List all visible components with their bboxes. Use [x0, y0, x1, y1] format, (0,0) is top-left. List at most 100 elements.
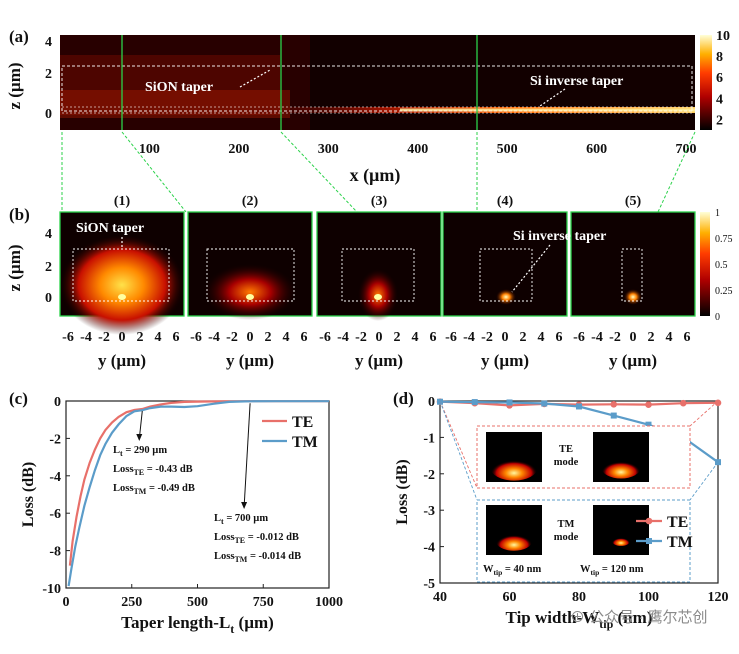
- a-xtick-3: 400: [407, 142, 428, 157]
- svg-text:LossTE = -0.012 dB: LossTE = -0.012 dB: [214, 532, 299, 545]
- annotation-si-a: Si inverse taper: [530, 74, 623, 107]
- xlabel-b-3: y (µm): [355, 351, 403, 370]
- svg-text:Lt = 700 µm: Lt = 700 µm: [214, 513, 268, 526]
- d-point-TM-2: [506, 399, 513, 406]
- annotation-si-b: Si inverse taper: [511, 229, 606, 293]
- b-xtick-1-6: 6: [173, 330, 180, 345]
- svg-text:LossTM = -0.014 dB: LossTM = -0.014 dB: [214, 551, 301, 564]
- d-point-TE-5: [610, 400, 618, 408]
- xlabel-c: Taper length-Lt (µm): [121, 613, 274, 636]
- panel-label-b: (b): [9, 205, 30, 224]
- a-xtick-6: 700: [676, 142, 697, 157]
- b-xtick-2-3: 0: [247, 330, 254, 345]
- c-xtick-4: 1000: [315, 595, 343, 610]
- ylabel-d: Loss (dB): [394, 459, 411, 524]
- ylabel-a: z (µm): [5, 62, 24, 109]
- d-xtick-2: 80: [572, 590, 586, 605]
- c-xtick-0: 0: [63, 595, 70, 610]
- b-xtick-5-4: 2: [648, 330, 655, 345]
- b-xtick-2-4: 2: [265, 330, 272, 345]
- xlabel-d: Tip width-Wtip (nm): [506, 608, 653, 631]
- b-xtick-3-6: 6: [430, 330, 437, 345]
- b-xtick-5-0: -6: [573, 330, 585, 345]
- svg-text:LossTM = -0.49 dB: LossTM = -0.49 dB: [113, 483, 195, 496]
- d-inset-map-tm-120: [593, 505, 649, 555]
- b-xtick-1-0: -6: [62, 330, 74, 345]
- b-subplot-title-3: (3): [371, 194, 388, 209]
- colorbar-a: 2 4 6 8 10: [700, 29, 730, 130]
- b-cbtick-2: 0.5: [715, 260, 728, 271]
- d-inset-w2: Wtip = 120 nm: [580, 564, 644, 577]
- xlabel-b-2: y (µm): [226, 351, 274, 370]
- svg-text:2: 2: [45, 67, 52, 82]
- a-cbtick-4: 10: [716, 29, 730, 44]
- d-inset-w1: Wtip = 40 nm: [483, 564, 541, 577]
- c-xtick-1: 250: [121, 595, 142, 610]
- ylabel-b: z (µm): [5, 244, 24, 291]
- b-xticks-5: -6 -4 -2 0 2 4 6: [573, 330, 690, 345]
- svg-text:SiON taper: SiON taper: [76, 221, 144, 236]
- svg-text:Lt = 290 µm: Lt = 290 µm: [113, 445, 167, 458]
- c-ytick-3: -6: [49, 507, 61, 522]
- d-point-TM-4: [576, 403, 582, 410]
- c-ytick-5: -10: [42, 582, 61, 597]
- b-xtick-3-3: 0: [376, 330, 383, 345]
- svg-text:Si inverse taper: Si inverse taper: [513, 229, 606, 244]
- a-xtick-2: 300: [318, 142, 339, 157]
- d-inset-te-label-1: TE: [559, 444, 573, 455]
- b-xtick-5-6: 6: [684, 330, 691, 345]
- b-cbtick-1: 0.25: [715, 286, 733, 297]
- d-xtick-0: 40: [433, 590, 447, 605]
- a-xtick-1: 200: [228, 142, 249, 157]
- a-xtick-5: 600: [586, 142, 607, 157]
- b-subplot-title-2: (2): [242, 194, 259, 209]
- a-cbtick-3: 8: [716, 50, 723, 65]
- connector-lines: [61, 131, 696, 213]
- d-inset-map-te-120: [593, 432, 649, 482]
- xlabel-b-5: y (µm): [609, 351, 657, 370]
- axis-a: 0 2 4 100 200 300 400 500 600 700 z (µm) x (µm…: [5, 35, 697, 186]
- ylabel-c: Loss (dB): [20, 462, 37, 527]
- b-cbtick-3: 0.75: [715, 234, 733, 245]
- b-xtick-3-1: -4: [337, 330, 349, 345]
- b-subplot-title-1: (1): [114, 194, 131, 209]
- a-cbtick-1: 4: [716, 92, 723, 107]
- d-inset: TE mode TM mode Wtip = 40 nm Wtip = 120 nm: [439, 400, 719, 583]
- c-ytick-1: -2: [49, 432, 61, 447]
- b-xtick-1-3: 0: [119, 330, 126, 345]
- d-inset-tm-label-2: mode: [554, 532, 579, 543]
- b-xtick-2-5: 4: [283, 330, 290, 345]
- panel-label-c: (c): [9, 389, 28, 408]
- b-xtick-4-2: -2: [481, 330, 493, 345]
- d-ytick-5: -5: [423, 577, 435, 592]
- svg-text:4: 4: [45, 35, 52, 50]
- d-ytick-3: -3: [423, 504, 435, 519]
- c-xtick-2: 500: [187, 595, 208, 610]
- b-xticks-2: -6 -4 -2 0 2 4 6: [190, 330, 307, 345]
- b-xtick-5-1: -4: [591, 330, 603, 345]
- legend-c-TE: TE: [292, 414, 313, 431]
- legend-d-TM: TM: [667, 534, 693, 551]
- panel-label-d: (d): [393, 389, 414, 408]
- plot-c: 0 250 500 750 1000 0 -2 -4 -6 -8 -10 Taper length-L…: [20, 395, 343, 636]
- b-subplot-5: (5) -6 -4 -2 0 2 4 6 y (µm): [570, 194, 696, 370]
- legend-c-TM: TM: [292, 434, 318, 451]
- svg-text:SiON taper: SiON taper: [145, 80, 213, 95]
- heatmap-a: [60, 35, 695, 130]
- c-annotation-2: Lt = 700 µm LossTE = -0.012 dB LossTM = -0…: [214, 403, 301, 564]
- annotation-sion-b: SiON taper: [76, 221, 144, 249]
- b-xtick-4-3: 0: [502, 330, 509, 345]
- b-xtick-4-1: -4: [463, 330, 475, 345]
- colorbar-b: 0 0.25 0.5 0.75 1: [700, 208, 733, 323]
- legend-d: TE TM: [636, 514, 693, 551]
- b-xtick-5-3: 0: [630, 330, 637, 345]
- d-ytick-0: 0: [428, 395, 435, 410]
- d-point-TE-7: [679, 399, 687, 407]
- legend-c: TE TM: [262, 414, 318, 451]
- a-cbtick-2: 6: [716, 71, 723, 86]
- d-xtick-1: 60: [503, 590, 517, 605]
- d-ytick-2: -2: [423, 468, 435, 483]
- d-point-TM-5: [610, 412, 617, 419]
- axis-b: 0 2 4 z (µm): [5, 227, 52, 306]
